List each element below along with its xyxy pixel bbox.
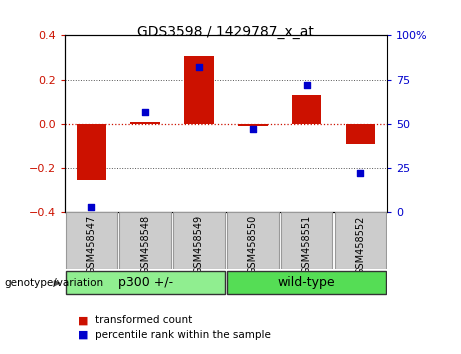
Text: genotype/variation: genotype/variation [5,278,104,288]
Bar [346,124,375,144]
Bar [281,212,332,269]
Text: GSM458552: GSM458552 [355,215,366,275]
Text: ■: ■ [78,330,89,339]
Text: GSM458551: GSM458551 [301,215,312,274]
Bar [130,122,160,124]
Text: ■: ■ [78,315,89,325]
Bar [65,212,117,269]
Point [303,82,310,88]
Text: percentile rank within the sample: percentile rank within the sample [95,330,271,339]
Text: transformed count: transformed count [95,315,192,325]
Bar [238,124,267,126]
Bar [227,212,278,269]
Text: GSM458547: GSM458547 [86,215,96,274]
Bar [292,95,321,124]
Point [142,109,149,114]
Text: GSM458550: GSM458550 [248,215,258,274]
Bar [227,272,386,294]
Point [195,64,203,70]
Text: wild-type: wild-type [278,276,335,289]
Bar [173,212,225,269]
Point [88,204,95,210]
Bar [119,212,171,269]
Text: GSM458548: GSM458548 [140,215,150,274]
Text: GDS3598 / 1429787_x_at: GDS3598 / 1429787_x_at [137,25,314,39]
Point [357,171,364,176]
Bar [184,56,214,124]
Text: p300 +/-: p300 +/- [118,276,173,289]
Bar [335,212,386,269]
Bar [65,272,225,294]
Point [249,126,256,132]
Bar [77,124,106,180]
Text: GSM458549: GSM458549 [194,215,204,274]
